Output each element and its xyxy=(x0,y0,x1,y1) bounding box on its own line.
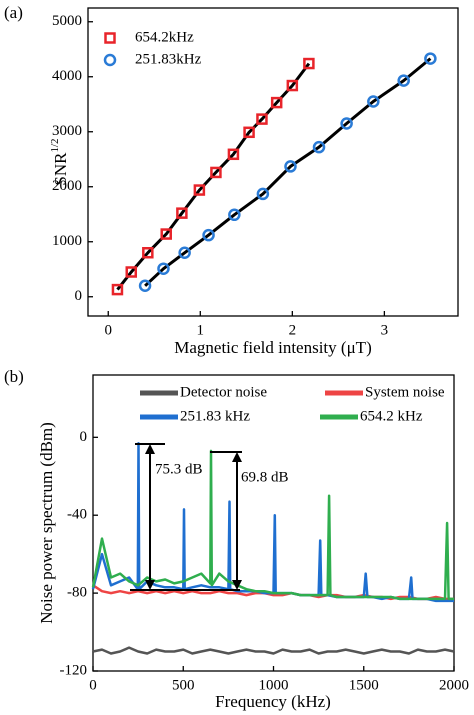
marker xyxy=(138,279,152,292)
y-axis-label: SNR1/2 xyxy=(49,138,70,185)
y-tick-label: 1000 xyxy=(52,233,82,249)
x-axis-label: Frequency (kHz) xyxy=(215,692,331,711)
marker xyxy=(286,79,299,92)
marker xyxy=(367,95,380,108)
y-tick-label: 3000 xyxy=(52,123,82,139)
y-tick-label: -120 xyxy=(60,662,88,678)
y-tick-label: 2000 xyxy=(52,178,82,194)
y-tick-label: 4000 xyxy=(52,68,82,84)
y-axis-label: Noise power spectrum (dBm) xyxy=(37,422,56,624)
y-axis-label-sup: 1/2 xyxy=(49,138,61,152)
x-tick-label: 2 xyxy=(289,322,297,338)
legend-label: 654.2 kHz xyxy=(360,408,423,424)
panel-label: (b) xyxy=(4,367,24,386)
annotation: 75.3 dB xyxy=(155,461,203,477)
y-tick-label: 0 xyxy=(75,288,83,304)
legend-marker xyxy=(103,53,117,67)
panel-label: (a) xyxy=(4,3,23,22)
x-tick-label: 0 xyxy=(89,677,97,693)
marker xyxy=(157,262,170,275)
legend-label: Detector noise xyxy=(180,384,267,400)
marker xyxy=(176,207,188,219)
y-tick-label: 5000 xyxy=(52,13,82,29)
marker xyxy=(227,148,240,161)
marker xyxy=(210,166,222,179)
x-tick-label: 3 xyxy=(381,322,389,338)
marker xyxy=(193,184,206,196)
marker xyxy=(243,126,255,139)
marker xyxy=(340,117,353,130)
marker xyxy=(111,283,124,296)
legend-label: 251.83kHz xyxy=(135,51,202,67)
annotation: 69.8 dB xyxy=(241,469,289,485)
marker xyxy=(256,187,270,201)
marker xyxy=(256,113,268,125)
marker xyxy=(284,160,297,173)
marker xyxy=(424,52,437,65)
marker xyxy=(160,228,172,240)
annotation-arrows xyxy=(130,443,242,591)
x-tick-label: 500 xyxy=(172,677,195,693)
x-axis-label: Magnetic field intensity (μT) xyxy=(174,338,371,357)
spectrum-line xyxy=(91,449,454,601)
legend-label: 654.2kHz xyxy=(135,29,194,45)
y-tick-label: -40 xyxy=(67,507,87,523)
x-tick-label: 1500 xyxy=(349,677,379,693)
legend-label: System noise xyxy=(365,384,445,400)
marker xyxy=(125,266,138,278)
x-tick-label: 2000 xyxy=(439,677,469,693)
x-tick-label: 1000 xyxy=(259,677,289,693)
marker xyxy=(228,208,241,222)
marker xyxy=(397,74,410,87)
marker xyxy=(303,57,315,70)
fit-line xyxy=(116,62,311,291)
plot-frame xyxy=(87,7,459,317)
y-tick-label: -80 xyxy=(67,585,87,601)
x-tick-label: 0 xyxy=(104,322,112,338)
marker xyxy=(270,96,283,109)
spectrum-line xyxy=(92,646,455,655)
y-axis-label-main: SNR xyxy=(51,152,70,186)
x-tick-label: 1 xyxy=(197,322,205,338)
marker xyxy=(312,140,326,154)
marker xyxy=(202,228,215,242)
legend-label: 251.83 kHz xyxy=(180,408,250,424)
marker xyxy=(178,246,191,259)
marker xyxy=(142,247,154,259)
y-tick-label: 0 xyxy=(80,429,88,445)
legend-marker xyxy=(104,32,116,44)
